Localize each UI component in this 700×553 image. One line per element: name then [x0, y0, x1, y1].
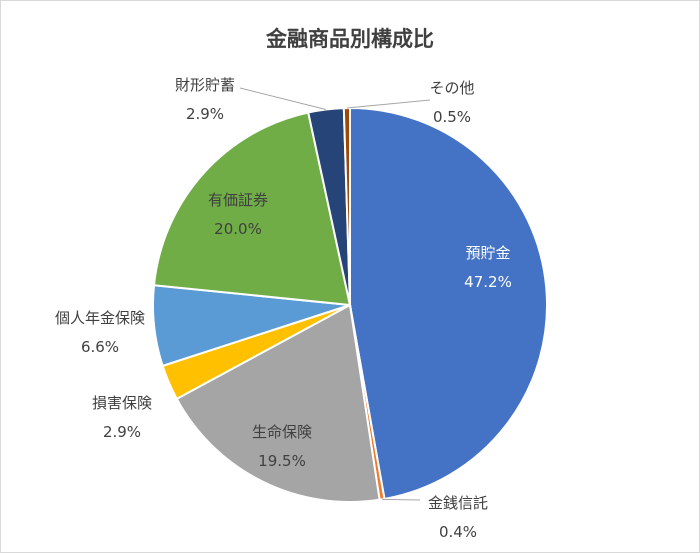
slice-value-label: 47.2%: [464, 273, 512, 291]
leader-line: [381, 498, 421, 501]
pie-slice: [152, 111, 352, 307]
leader-line: [346, 99, 431, 109]
slice-value-label: 20.0%: [214, 220, 262, 238]
slice-value-label: 0.5%: [433, 108, 471, 126]
slice-category-label: 金銭信託: [428, 494, 488, 512]
slice-category-label: 個人年金保険: [55, 309, 145, 327]
slice-value-label: 2.9%: [103, 423, 141, 441]
slice-value-label: 19.5%: [258, 452, 306, 470]
leader-lines: [239, 87, 431, 501]
pie-slice: [175, 303, 381, 503]
slice-value-label: 0.4%: [439, 523, 477, 541]
pie-slice: [349, 106, 548, 501]
leader-line: [239, 87, 327, 110]
chart-title: 金融商品別構成比: [265, 27, 434, 51]
slice-category-label: 預貯金: [465, 244, 510, 262]
pie-slices: [152, 106, 548, 503]
slice-value-label: 2.9%: [186, 105, 224, 123]
slice-value-label: 6.6%: [81, 338, 119, 356]
slice-category-label: 損害保険: [92, 394, 152, 412]
slice-category-label: 生命保険: [252, 423, 312, 441]
slice-category-label: 財形貯蓄: [175, 76, 235, 94]
slice-category-label: 有価証券: [208, 191, 268, 209]
slice-labels: 預貯金 47.2% 金銭信託 0.4% 生命保険 19.5% 損害保険 2.9% 個人年金保険 6…: [55, 76, 512, 541]
slice-category-label: その他: [429, 79, 474, 97]
